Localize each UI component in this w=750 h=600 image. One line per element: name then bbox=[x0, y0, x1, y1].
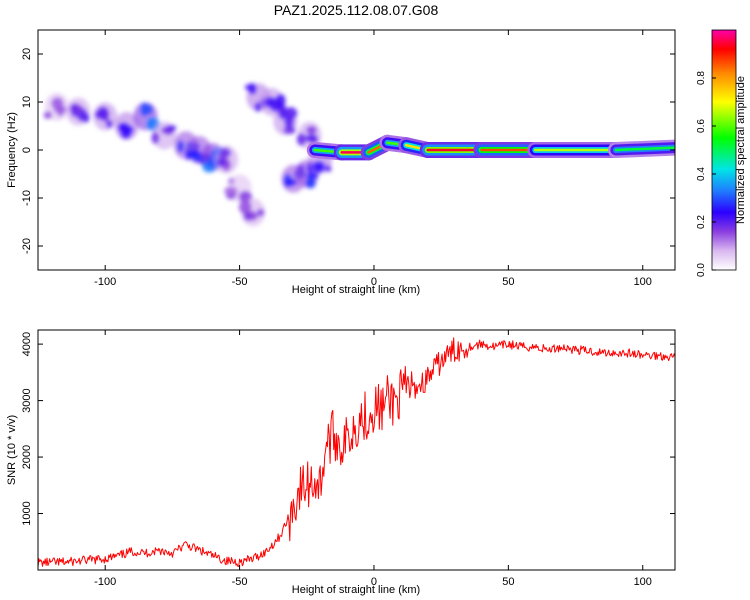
spectral-patch bbox=[257, 208, 265, 217]
spectral-patch bbox=[223, 186, 238, 195]
x-tick-label: -50 bbox=[232, 576, 248, 588]
snr-x-ticks: -100 -50 0 50 100 bbox=[94, 330, 652, 588]
x-tick-label: 100 bbox=[634, 576, 652, 588]
spectral-patch bbox=[305, 134, 318, 143]
y-tick-label: 4000 bbox=[21, 332, 33, 356]
spectrogram-ridge bbox=[306, 134, 675, 161]
snr-y-ticks: 1000 2000 3000 4000 bbox=[21, 332, 675, 526]
spectrogram-background-energy bbox=[43, 83, 333, 227]
spectral-patch bbox=[283, 126, 296, 135]
x-tick-label: 100 bbox=[634, 276, 652, 288]
spectral-patch bbox=[117, 123, 127, 133]
spectral-patch bbox=[306, 172, 319, 180]
y-tick-label: 3000 bbox=[21, 388, 33, 412]
snr-plot-area bbox=[38, 330, 675, 570]
colorbar-tick-label: 0.4 bbox=[696, 167, 707, 181]
spectral-patch bbox=[106, 119, 113, 129]
spectral-patch bbox=[166, 124, 177, 131]
spectral-patch bbox=[254, 102, 262, 112]
x-tick-label: 0 bbox=[371, 276, 377, 288]
y-tick-label: 20 bbox=[21, 48, 33, 60]
y-tick-label: -20 bbox=[21, 238, 33, 254]
x-tick-label: 50 bbox=[502, 276, 514, 288]
spectral-patch bbox=[306, 126, 317, 135]
spectrogram-y-label: Frequency (Hz) bbox=[6, 112, 18, 188]
spectral-patch bbox=[296, 133, 307, 146]
snr-series-line bbox=[38, 337, 675, 568]
spectral-patch bbox=[143, 103, 153, 115]
spectrogram-x-label: Height of straight line (km) bbox=[292, 284, 420, 296]
x-tick-label: 0 bbox=[371, 576, 377, 588]
spectral-patch bbox=[192, 153, 203, 163]
y-tick-label: -10 bbox=[21, 190, 33, 206]
spectrogram-x-ticks: -100 -50 0 50 100 bbox=[94, 30, 652, 288]
spectral-patch bbox=[227, 177, 235, 185]
spectral-patch bbox=[284, 115, 294, 129]
figure-title: PAZ1.2025.112.08.07.G08 bbox=[274, 2, 439, 18]
x-tick-label: -50 bbox=[232, 276, 248, 288]
y-tick-label: 10 bbox=[21, 96, 33, 108]
x-tick-label: -100 bbox=[94, 576, 116, 588]
colorbar-gradient bbox=[711, 29, 737, 271]
spectral-patch bbox=[245, 211, 258, 221]
spectral-patch bbox=[312, 161, 326, 173]
colorbar-tick-label: 0.2 bbox=[696, 215, 707, 229]
y-tick-label: 2000 bbox=[21, 445, 33, 469]
snr-panel: -100 -50 0 50 100 1000 2000 3000 4000 Height of… bbox=[6, 329, 676, 596]
spectral-patch bbox=[325, 165, 332, 173]
snr-x-label: Height of straight line (km) bbox=[292, 584, 420, 596]
spectral-patch bbox=[57, 105, 64, 117]
spectral-patch bbox=[95, 110, 104, 119]
spectral-patch bbox=[151, 131, 160, 144]
x-tick-label: -100 bbox=[94, 276, 116, 288]
colorbar-label: Normalized spectral amplitude bbox=[735, 76, 747, 224]
spectral-patch bbox=[244, 83, 255, 91]
spectral-patch bbox=[283, 178, 297, 186]
spectral-patch bbox=[43, 111, 52, 120]
spectral-ridge-segment bbox=[614, 146, 675, 152]
spectral-patch bbox=[238, 200, 252, 214]
spectral-patch bbox=[177, 140, 184, 153]
spectral-patch bbox=[275, 93, 286, 108]
spectral-patch bbox=[216, 159, 227, 167]
colorbar: 0.0 0.2 0.4 0.6 0.8 Normalized spectral ampl… bbox=[696, 29, 747, 277]
y-tick-label: 0 bbox=[21, 147, 33, 153]
snr-y-label: SNR (10 * v/v) bbox=[6, 415, 18, 485]
spectrogram-y-ticks: -20 -10 0 10 20 bbox=[21, 48, 675, 254]
colorbar-ticks: 0.0 0.2 0.4 0.6 0.8 bbox=[696, 71, 716, 277]
colorbar-tick-label: 0.6 bbox=[696, 119, 707, 133]
colorbar-tick-label: 0.8 bbox=[696, 71, 707, 85]
colorbar-tick-label: 0.0 bbox=[696, 263, 707, 277]
spectral-patch bbox=[305, 177, 316, 189]
x-tick-label: 50 bbox=[502, 576, 514, 588]
y-tick-label: 1000 bbox=[21, 501, 33, 525]
spectral-patch bbox=[70, 103, 79, 117]
